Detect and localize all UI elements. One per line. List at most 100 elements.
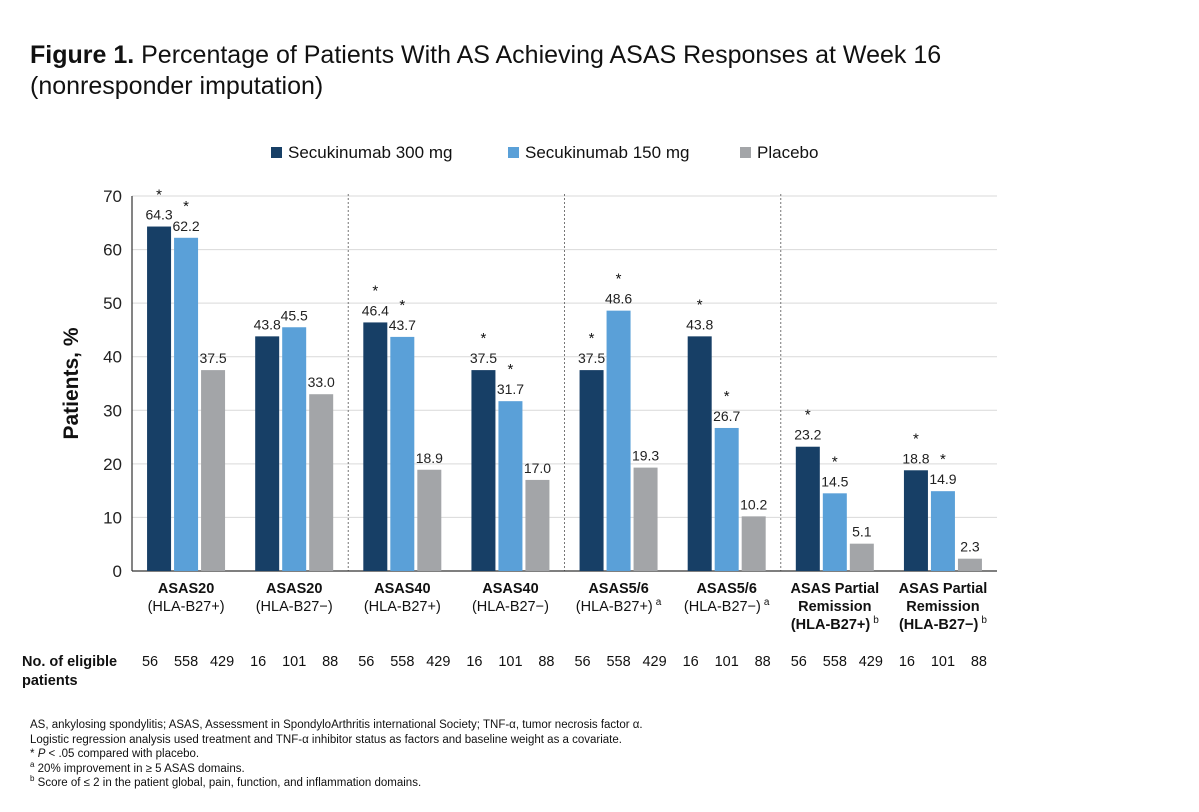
bar [795,446,820,571]
footnote-a: a 20% improvement in ≥ 5 ASAS domains. [30,759,643,777]
eligible-count: 429 [859,654,883,670]
significance-marker: * [508,361,514,378]
footnote-b-marker: b [30,774,35,784]
footnote-significance: * P < .05 compared with placebo. [30,747,643,762]
data-label: 46.4 [362,302,389,318]
data-label: 17.0 [524,460,551,476]
legend-swatch [271,147,282,158]
eligible-count: 56 [142,654,158,670]
eligible-count: 16 [250,654,266,670]
significance-marker: * [805,407,811,424]
data-label: 37.5 [199,350,226,366]
bar [633,467,658,571]
eligible-count: 101 [498,654,522,670]
eligible-count: 56 [574,654,590,670]
significance-marker: * [156,187,162,204]
eligible-count: 558 [390,654,414,670]
x-category-label: ASAS40 [374,581,430,597]
bar [930,491,955,571]
bar [903,470,928,571]
footnote-p-symbol: P [37,748,46,760]
legend-swatch [508,147,519,158]
bar [390,336,415,571]
footnote-a-marker: a [30,759,35,769]
y-tick-label: 0 [113,562,122,581]
data-label: 5.1 [852,524,872,540]
legend-label: Placebo [757,143,818,162]
significance-marker: * [724,388,730,405]
figure-label: Figure 1. [30,41,135,69]
y-tick-label: 60 [103,241,122,260]
bar [417,469,442,571]
data-label: 18.8 [902,450,929,466]
category-footnote-marker: a [764,597,770,608]
bar [363,322,388,571]
eligible-count: 88 [971,654,987,670]
data-label: 31.7 [497,381,524,397]
significance-marker: * [183,198,189,215]
bar [525,479,550,571]
eligible-count: 88 [322,654,338,670]
footnote-b: b Score of ≤ 2 in the patient global, pa… [30,774,643,791]
bar [849,543,874,571]
significance-marker: * [399,297,405,314]
footnote-abbreviations: AS, ankylosing spondylitis; ASAS, Assess… [30,719,643,731]
y-tick-label: 10 [103,508,122,527]
figure-title: Figure 1. Percentage of Patients With AS… [30,40,1180,102]
footnote-analysis: Logistic regression analysis used treatm… [30,733,622,746]
y-axis-title: Patients, % [60,327,83,439]
data-label: 43.8 [686,316,713,332]
legend-swatch [740,147,751,158]
x-category-label: ASAS5/6 [588,581,648,597]
eligible-count: 101 [282,654,306,670]
y-tick-label: 30 [103,401,122,420]
bar [201,370,226,571]
x-category-label: (HLA-B27+) b [791,615,879,633]
footnotes: AS, ankylosing spondylitis; ASAS, Assess… [30,718,643,791]
eligible-count: 101 [715,654,739,670]
data-label: 62.2 [172,218,199,234]
bar [147,226,172,572]
eligible-count: 56 [791,654,807,670]
y-tick-label: 40 [103,348,122,367]
data-label: 48.6 [605,291,632,307]
significance-marker: * [372,282,378,299]
category-footnote-marker: a [656,597,662,608]
data-label: 19.3 [632,448,659,464]
data-label: 43.8 [254,316,281,332]
data-label: 43.7 [389,317,416,333]
data-label: 33.0 [308,374,335,390]
eligible-count: 429 [426,654,450,670]
x-category-label: (HLA-B27−) a [684,597,770,615]
data-label: 23.2 [794,427,821,443]
bar-chart: 0 10 20 30 40 50 60 70 Patients, % 64.3 * 62.2 * 37.5… [22,143,997,689]
category-footnote-marker: b [981,615,987,626]
data-label: 18.9 [416,450,443,466]
data-label: 26.7 [713,408,740,424]
y-tick-label: 50 [103,294,122,313]
eligible-count: 558 [174,654,198,670]
x-category-label: Remission [906,599,979,615]
data-label: 14.9 [929,471,956,487]
bar [606,310,631,571]
figure-title-line2: (nonresponder imputation) [30,72,324,100]
significance-marker: * [832,453,838,470]
eligible-count: 101 [931,654,955,670]
x-category-label: (HLA-B27−) [472,599,549,615]
legend-label: Secukinumab 150 mg [525,143,689,162]
data-label: 45.5 [281,307,308,323]
eligible-label: No. of eligible [22,654,117,670]
significance-marker: * [616,271,622,288]
x-category-label: ASAS5/6 [696,581,756,597]
significance-marker: * [697,296,703,313]
data-label: 2.3 [960,539,980,555]
eligible-count: 88 [755,654,771,670]
data-label: 10.2 [740,496,767,512]
eligible-count: 16 [683,654,699,670]
x-category-label: Remission [798,599,871,615]
eligible-count: 56 [358,654,374,670]
bar [255,336,280,571]
significance-marker: * [481,330,487,347]
bar [822,493,847,571]
bar [309,394,334,571]
